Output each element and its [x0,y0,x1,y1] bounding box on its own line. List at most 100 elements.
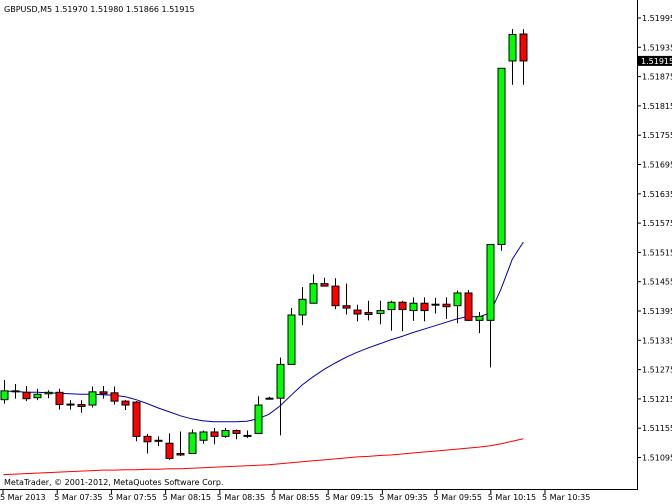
candle [44,390,53,399]
price-tick-label: 1.51395 [642,307,672,316]
candle [353,304,362,322]
candle [298,287,307,326]
candle [243,430,252,438]
candle-body [265,397,274,400]
copyright-text: MetaTrader, © 2001-2012, MetaQuotes Soft… [4,478,223,487]
candle-body [464,292,473,321]
candle [309,274,318,304]
moving-average-layer [3,241,524,476]
candle-body [409,302,418,312]
time-tick-label: 5 Mar 08:15 [163,493,211,502]
candle-body [77,404,86,408]
candle [99,385,108,399]
candle [475,312,484,334]
candle [221,428,230,438]
candle [519,29,528,85]
candle-body [199,431,208,441]
fast-ma-line [3,241,524,423]
candle-body [132,401,141,437]
candle-body [486,244,495,321]
candle [0,380,9,404]
candle-body [210,431,219,437]
time-tick-label: 5 Mar 07:55 [108,493,156,502]
candle [364,300,373,321]
candle-body [143,435,152,443]
candle-body [453,292,462,307]
candle-body [442,303,451,308]
candle-body [254,404,263,434]
candle [409,297,418,321]
price-tick-label: 1.51455 [642,278,672,287]
price-tick-label: 1.51995 [642,14,672,23]
time-tick-label: 5 Mar 07:35 [54,493,102,502]
time-tick-label: 5 Mar 08:35 [217,493,265,502]
candle [376,300,385,325]
candle [121,400,130,410]
price-axis: 1.51995 1.51935 1.51875 1.51815 1.51755 1.516… [638,14,672,463]
candle-body [508,34,517,62]
candle-body [66,403,75,406]
candle [497,67,506,251]
candle-body [387,301,396,311]
candle [188,429,197,455]
candle [143,433,152,454]
candle-body [243,434,252,437]
candle-body [154,439,163,442]
price-tick-label: 1.51155 [642,424,672,433]
symbol-info: GBPUSD,M5 1.51970 1.51980 1.51866 1.5191… [4,5,195,14]
time-tick-label: 5 Mar 09:35 [379,493,427,502]
current-price-box [638,55,672,66]
candle [66,400,75,410]
candle [442,297,451,319]
candle [464,290,473,321]
candle-body [376,310,385,315]
time-tick-label: 5 Mar 09:55 [434,493,482,502]
time-tick-label: 5 Mar 08:55 [271,493,319,502]
candle-body [342,305,351,309]
price-tick-label: 1.51815 [642,102,672,111]
candle [508,29,517,85]
candle [254,396,263,434]
candle-body [497,67,506,245]
candle [33,388,42,401]
time-tick-label: 5 Mar 09:15 [325,493,373,502]
candle [331,278,340,310]
candle-body [33,393,42,399]
candle-body [121,400,130,406]
price-tick-label: 1.51755 [642,131,672,140]
candle-body [110,392,119,402]
time-tick-label: 5 Mar 10:35 [542,493,590,502]
candle [276,357,285,436]
time-axis: 5 Mar 2013 5 Mar 07:35 5 Mar 07:55 5 Mar 08… [0,490,590,502]
candle-body [398,301,407,311]
candle [22,385,31,402]
plot-area[interactable] [0,29,528,476]
price-tick-label: 1.51095 [642,454,672,463]
current-price-label: 1.51915 [641,57,672,66]
candle [486,244,495,368]
candle-body [88,391,97,406]
candle [11,384,20,399]
candle-body [165,442,174,459]
price-tick-label: 1.51215 [642,395,672,404]
price-tick-label: 1.51695 [642,161,672,170]
candle-body [353,309,362,315]
candle [199,430,208,444]
candle-body [11,390,20,393]
time-tick-label: 5 Mar 10:15 [488,493,536,502]
candle [110,386,119,405]
candle-body [221,430,230,437]
candle [154,436,163,447]
candle [431,297,440,314]
candle [77,400,86,413]
candle-body [519,33,528,62]
candle [176,431,185,456]
price-tick-label: 1.51935 [642,43,672,52]
candle-body [287,314,296,365]
candle [232,429,241,440]
candle-layer [0,29,528,460]
candle-body [276,363,285,399]
candle [398,300,407,332]
